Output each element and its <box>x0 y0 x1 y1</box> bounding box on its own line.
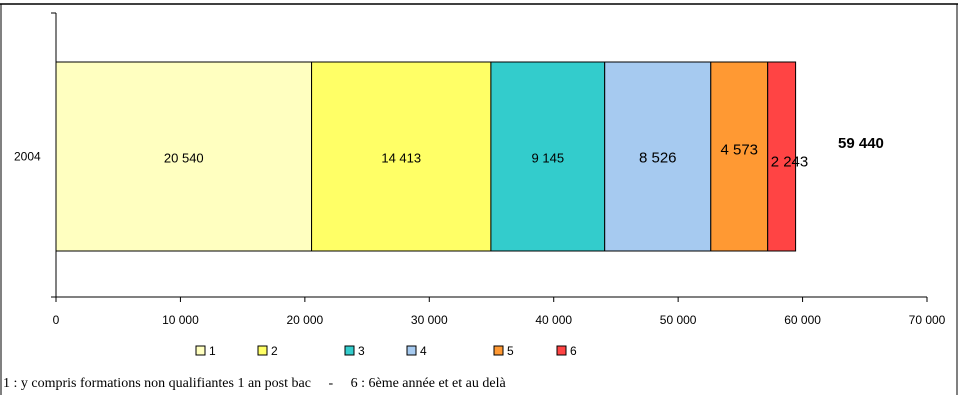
legend-label-1: 1 <box>209 344 216 358</box>
plot-area: 2004 0 10 000 20 000 30 000 40 000 50 000 60 00… <box>14 12 946 327</box>
legend-label-2: 2 <box>271 344 278 358</box>
legend-label-4: 4 <box>420 344 427 358</box>
bar-segment-1 <box>55 61 313 252</box>
legend-label-5: 5 <box>507 344 514 358</box>
bar-segment-4 <box>604 61 712 252</box>
legend-swatch-3 <box>344 345 355 356</box>
legend-swatch-4 <box>406 345 417 356</box>
bar-segment-3 <box>490 61 606 252</box>
legend-swatch-5 <box>493 345 504 356</box>
x-tick-label-10000: 10 000 <box>162 313 199 327</box>
legend-swatch-2 <box>257 345 268 356</box>
legend-label-6: 6 <box>570 344 577 358</box>
legend-label-3: 3 <box>358 344 365 358</box>
data-label-3: 9 145 <box>532 151 565 166</box>
x-tick-label-70000: 70 000 <box>909 313 946 327</box>
x-tick-label-0: 0 <box>53 313 60 327</box>
footnote: 1 : y compris formations non qualifiante… <box>3 376 506 391</box>
data-label-5: 4 573 <box>720 142 758 159</box>
bar-segment-5 <box>710 61 769 252</box>
x-tick-label-60000: 60 000 <box>784 313 821 327</box>
data-label-2: 14 413 <box>381 151 421 166</box>
legend-swatch-1 <box>195 345 206 356</box>
data-label-4: 8 526 <box>639 150 677 167</box>
total-label: 59 440 <box>838 135 884 152</box>
bar-segment-6 <box>767 61 797 252</box>
legend-swatch-6 <box>556 345 567 356</box>
x-tick-label-50000: 50 000 <box>660 313 697 327</box>
x-tick-label-20000: 20 000 <box>287 313 324 327</box>
data-label-1: 20 540 <box>164 151 204 166</box>
legend: 1 2 3 4 5 6 <box>195 344 577 358</box>
x-tick-label-40000: 40 000 <box>535 313 572 327</box>
x-tick-label-30000: 30 000 <box>411 313 448 327</box>
data-label-6: 2 243 <box>771 154 809 171</box>
category-label-2004: 2004 <box>14 150 41 164</box>
